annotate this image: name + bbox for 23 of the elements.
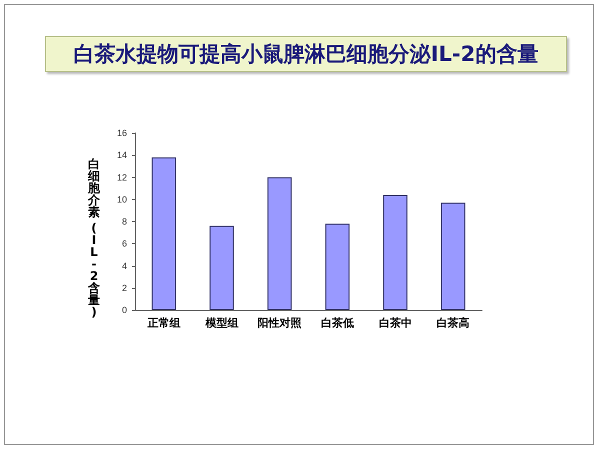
x-tick-label: 阳性对照 xyxy=(258,316,302,330)
y-tick-label: 6 xyxy=(122,238,127,249)
y-tick-label: 0 xyxy=(122,305,127,315)
x-tick-label: 白茶高 xyxy=(436,316,470,330)
chart-title: 白茶水提物可提高小鼠脾淋巴细胞分泌IL-2的含量 xyxy=(45,36,567,72)
bar xyxy=(267,177,292,310)
bar xyxy=(440,202,466,310)
x-tick-label: 白茶低 xyxy=(320,316,354,330)
x-tick-label: 模型组 xyxy=(204,316,238,330)
y-tick-label: 8 xyxy=(122,216,127,226)
y-tick-label: 14 xyxy=(116,150,127,160)
y-tick-label: 4 xyxy=(122,260,127,271)
x-tick-label: 白茶中 xyxy=(378,316,412,330)
bar xyxy=(152,157,176,310)
bar xyxy=(325,224,350,310)
y-tick-label: 10 xyxy=(116,194,127,204)
y-tick-label: 16 xyxy=(116,128,127,138)
bar xyxy=(210,226,234,310)
text: 白细胞介素 (IL-2含量) xyxy=(88,157,100,319)
bar xyxy=(383,194,408,310)
y-tick-label: 2 xyxy=(122,282,127,293)
x-tick-label: 正常组 xyxy=(146,316,180,330)
y-tick-label: 12 xyxy=(116,172,127,182)
